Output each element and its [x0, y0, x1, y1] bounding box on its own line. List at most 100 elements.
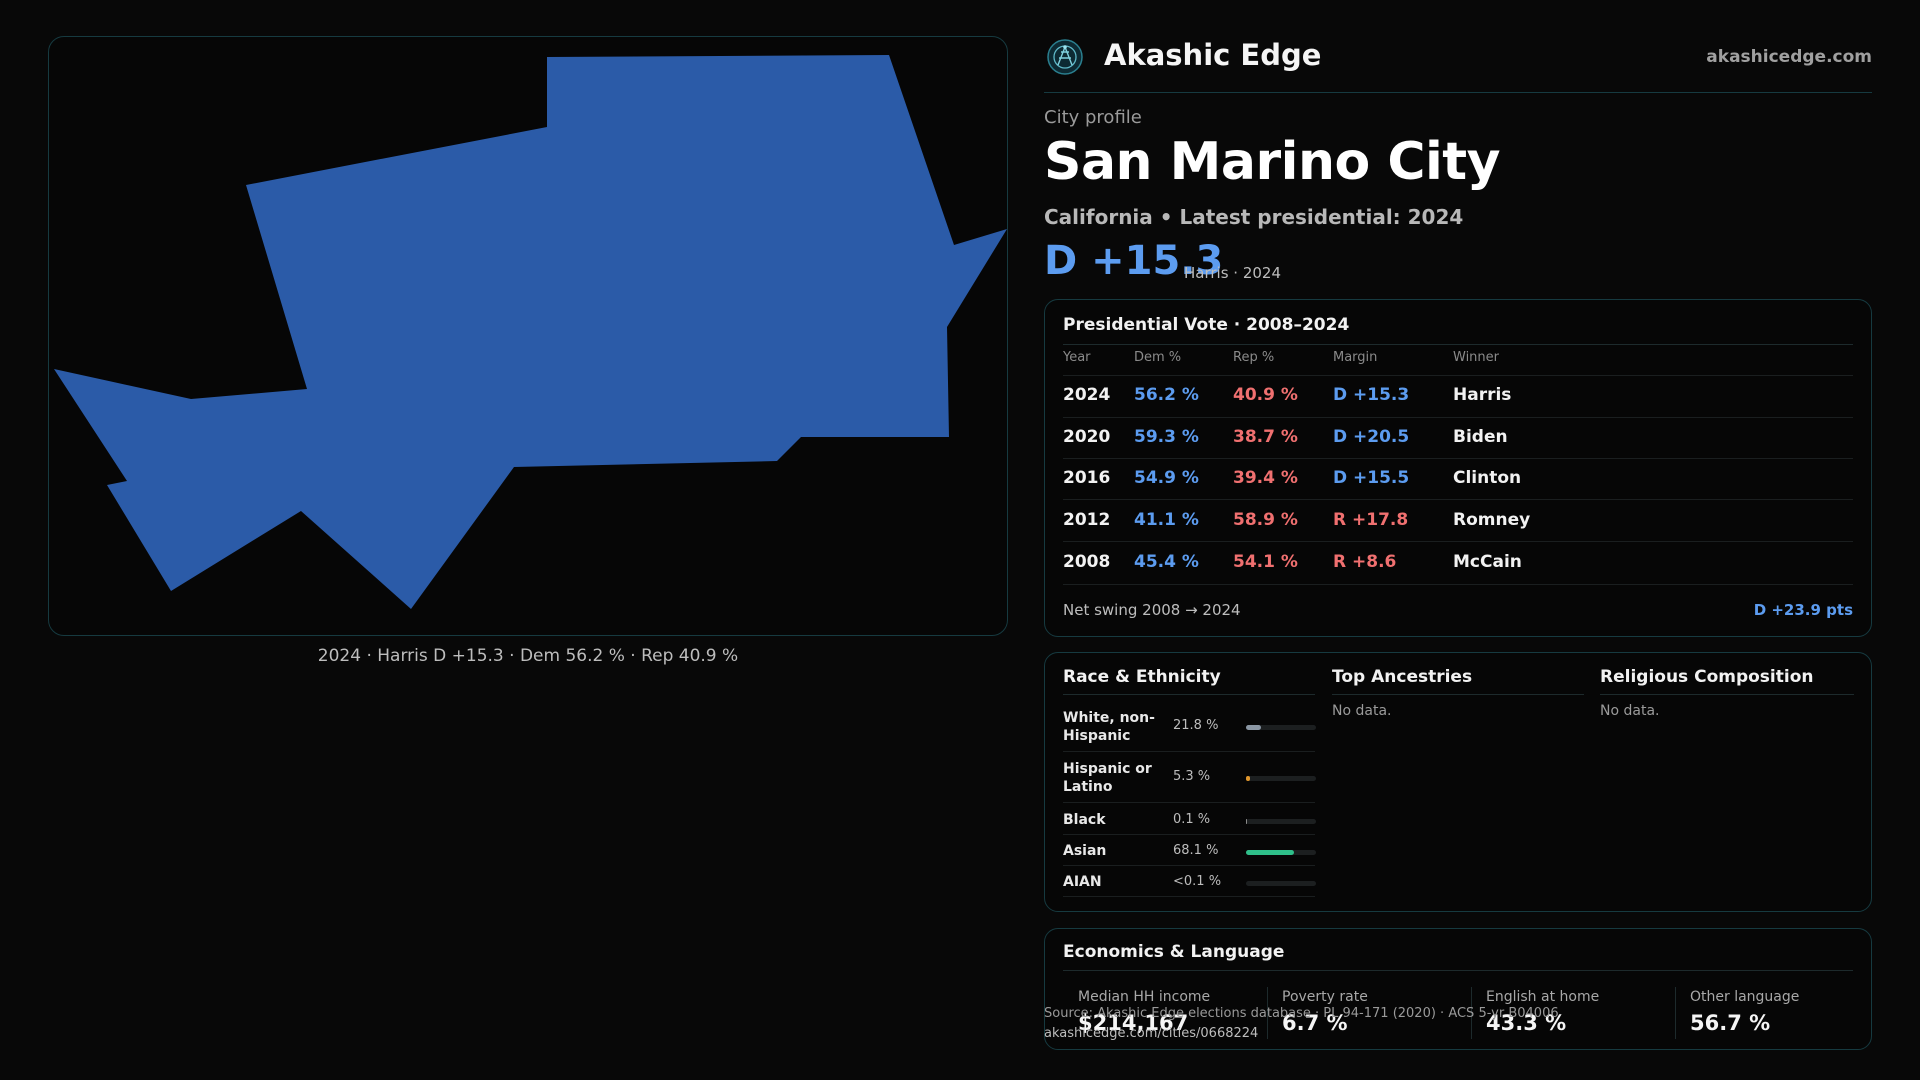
dem-cell: 54.9 %: [1134, 468, 1199, 488]
economics-title: Economics & Language: [1063, 942, 1285, 962]
race-percent: 68.1 %: [1173, 843, 1219, 858]
card-divider: [1600, 694, 1854, 695]
row-divider: [1063, 375, 1853, 376]
map-panel[interactable]: [48, 36, 1008, 636]
rep-cell: 54.1 %: [1233, 552, 1298, 572]
race-percent: 0.1 %: [1173, 812, 1211, 827]
city-boundary-map[interactable]: [49, 37, 1008, 636]
row-divider: [1063, 584, 1853, 585]
race-bar-fill: [1246, 850, 1294, 855]
margin-cell: D +15.3: [1333, 385, 1410, 405]
race-percent: 21.8 %: [1173, 718, 1219, 733]
stat-label: English at home: [1486, 989, 1600, 1005]
race-label: Black: [1063, 812, 1106, 828]
race-bar-fill: [1246, 819, 1248, 824]
ancestries-empty-text: No data.: [1332, 703, 1392, 719]
column-header-winner: Winner: [1453, 350, 1500, 365]
race-label: Hispanic or Latino: [1063, 761, 1152, 795]
demographics-card: Race & Ethnicity White, non-Hispanic 21.…: [1044, 652, 1872, 912]
latest-margin-detail: Harris · 2024: [1184, 264, 1282, 282]
race-percent: <0.1 %: [1173, 874, 1222, 889]
race-bar-fill: [1246, 776, 1250, 781]
race-bar-track: [1246, 776, 1316, 781]
race-bar-track: [1246, 819, 1316, 824]
map-caption: 2024 · Harris D +15.3 · Dem 56.2 % · Rep…: [317, 646, 739, 666]
race-label: Asian: [1063, 843, 1107, 859]
dem-cell: 59.3 %: [1134, 427, 1199, 447]
card-divider: [1063, 694, 1315, 695]
stat-label: Median HH income: [1078, 989, 1211, 1005]
stat-value: 6.7 %: [1282, 1011, 1348, 1035]
profile-kicker: City profile: [1044, 107, 1142, 128]
religious-composition-title: Religious Composition: [1600, 667, 1814, 687]
column-header-year: Year: [1063, 350, 1091, 365]
year-cell: 2016: [1063, 468, 1111, 488]
winner-cell: Harris: [1453, 385, 1512, 405]
rep-cell: 39.4 %: [1233, 468, 1298, 488]
stat-divider: [1471, 987, 1472, 1039]
source-url-link[interactable]: akashicedge.com/cities/0668224: [1044, 1026, 1259, 1041]
winner-cell: McCain: [1453, 552, 1522, 572]
dem-cell: 56.2 %: [1134, 385, 1199, 405]
religion-empty-text: No data.: [1600, 703, 1660, 719]
row-divider: [1063, 751, 1315, 752]
rep-cell: 58.9 %: [1233, 510, 1298, 530]
margin-cell: D +20.5: [1333, 427, 1410, 447]
stat-label: Poverty rate: [1282, 989, 1368, 1005]
row-divider: [1063, 417, 1853, 418]
page-title: San Marino City: [1044, 132, 1501, 192]
header-divider: [1044, 92, 1872, 93]
margin-cell: D +15.5: [1333, 468, 1410, 488]
margin-cell: R +8.6: [1333, 552, 1397, 572]
stat-label: Other language: [1690, 989, 1800, 1005]
row-divider: [1063, 896, 1315, 897]
card-divider: [1332, 694, 1584, 695]
race-label: AIAN: [1063, 874, 1102, 890]
vote-card-title: Presidential Vote · 2008–2024: [1063, 315, 1350, 335]
stat-value: $214,167: [1078, 1011, 1189, 1035]
page-subtitle: California • Latest presidential: 2024: [1044, 205, 1464, 229]
race-ethnicity-title: Race & Ethnicity: [1063, 667, 1221, 687]
winner-cell: Romney: [1453, 510, 1531, 530]
top-ancestries-title: Top Ancestries: [1332, 667, 1473, 687]
column-header-dem: Dem %: [1134, 350, 1182, 365]
year-cell: 2024: [1063, 385, 1111, 405]
card-divider: [1063, 970, 1853, 971]
atom-circle-icon: [1046, 38, 1084, 76]
winner-cell: Clinton: [1453, 468, 1522, 488]
margin-cell: R +17.8: [1333, 510, 1409, 530]
stat-divider: [1675, 987, 1676, 1039]
row-divider: [1063, 834, 1315, 835]
net-swing-value: D +23.9 pts: [1753, 601, 1853, 619]
year-cell: 2008: [1063, 552, 1111, 572]
race-bar-track: [1246, 850, 1316, 855]
row-divider: [1063, 499, 1853, 500]
brand-name: Akashic Edge: [1104, 38, 1322, 72]
stat-value: 43.3 %: [1486, 1011, 1567, 1035]
column-header-rep: Rep %: [1233, 350, 1275, 365]
row-divider: [1063, 802, 1315, 803]
rep-cell: 38.7 %: [1233, 427, 1298, 447]
race-bar-track: [1246, 881, 1316, 886]
year-cell: 2012: [1063, 510, 1111, 530]
net-swing-label: Net swing 2008 → 2024: [1063, 601, 1241, 619]
economics-language-card: Economics & Language Median HH income $2…: [1044, 928, 1872, 1050]
race-percent: 5.3 %: [1173, 769, 1211, 784]
winner-cell: Biden: [1453, 427, 1508, 447]
brand-url-link[interactable]: akashicedge.com: [1706, 47, 1872, 67]
dem-cell: 45.4 %: [1134, 552, 1199, 572]
stat-divider: [1267, 987, 1268, 1039]
race-label: White, non-Hispanic: [1063, 710, 1155, 744]
card-divider: [1063, 344, 1853, 345]
rep-cell: 40.9 %: [1233, 385, 1298, 405]
row-divider: [1063, 541, 1853, 542]
source-note: Source: Akashic Edge elections database …: [1044, 1006, 1559, 1021]
stat-value: 56.7 %: [1690, 1011, 1771, 1035]
row-divider: [1063, 865, 1315, 866]
column-header-margin: Margin: [1333, 350, 1378, 365]
presidential-vote-card: Presidential Vote · 2008–2024 Year Dem %…: [1044, 299, 1872, 637]
city-boundary-shape: [54, 55, 1007, 609]
year-cell: 2020: [1063, 427, 1111, 447]
latest-margin: D +15.3: [1044, 238, 1224, 284]
race-bar-track: [1246, 725, 1316, 730]
